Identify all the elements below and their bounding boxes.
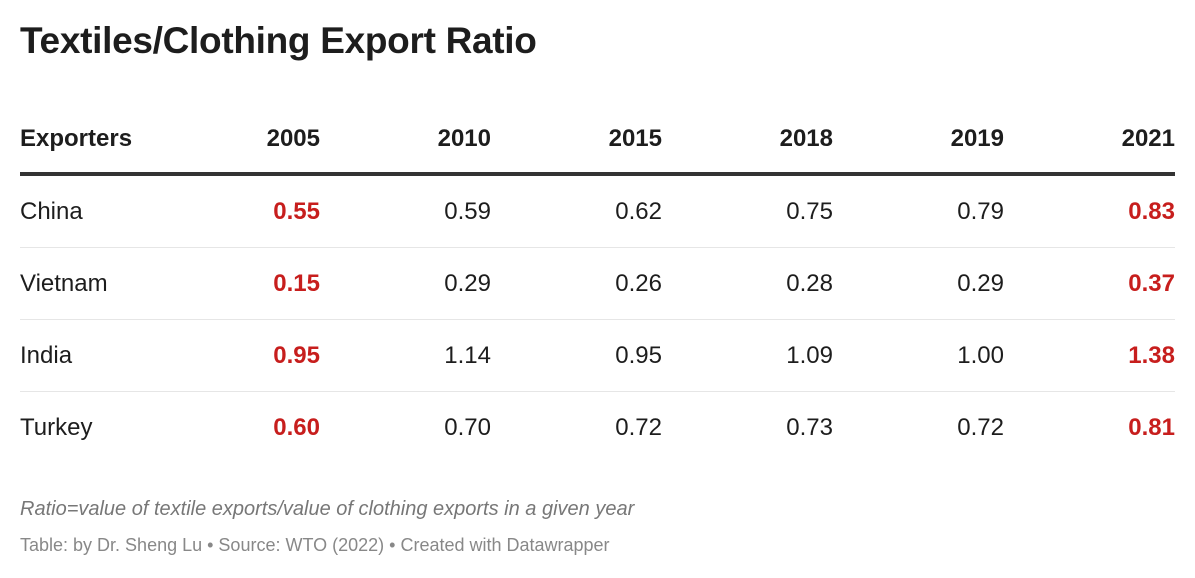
cell-value: 1.00 — [833, 319, 1004, 392]
cell-value: 0.29 — [833, 247, 1004, 320]
cell-value: 0.62 — [491, 174, 662, 248]
table-body: China 0.55 0.59 0.62 0.75 0.79 0.83 Vietnam 0.15… — [20, 174, 1175, 463]
footnote: Ratio=value of textile exports/value of … — [20, 498, 635, 520]
row-label: India — [20, 319, 149, 392]
cell-value: 0.79 — [833, 174, 1004, 248]
table-row: India 0.95 1.14 0.95 1.09 1.00 1.38 — [20, 319, 1175, 392]
cell-value: 0.95 — [491, 319, 662, 392]
cell-value: 0.55 — [149, 174, 320, 248]
cell-value: 0.15 — [149, 247, 320, 320]
cell-value: 1.14 — [320, 319, 491, 392]
cell-value: 0.26 — [491, 247, 662, 320]
cell-value: 1.09 — [662, 319, 833, 392]
cell-value: 0.72 — [615, 413, 662, 441]
table-row: Turkey 0.60 0.70 0.72 0.73 0.72 0.81 — [20, 392, 1175, 464]
row-label: Turkey — [20, 413, 93, 441]
cell-value: 0.60 — [273, 413, 320, 441]
export-ratio-table: Exporters 2005 2010 2015 2018 2019 2021 China 0… — [20, 106, 1175, 463]
cell-value: 0.59 — [320, 174, 491, 248]
column-header-2005: 2005 — [149, 106, 320, 176]
column-header-2019: 2019 — [833, 106, 1004, 176]
header-row: Exporters 2005 2010 2015 2018 2019 2021 — [20, 106, 1175, 176]
row-label: China — [20, 174, 149, 248]
cell-value: 1.38 — [1004, 319, 1175, 392]
column-header-exporters: Exporters — [20, 106, 149, 176]
cell-value: 0.73 — [786, 413, 833, 441]
column-header-2015: 2015 — [491, 106, 662, 176]
cell-value: 0.72 — [957, 413, 1004, 441]
cell-value: 0.95 — [149, 319, 320, 392]
cell-value: 0.83 — [1004, 174, 1175, 248]
table-row: China 0.55 0.59 0.62 0.75 0.79 0.83 — [20, 174, 1175, 248]
table-row: Vietnam 0.15 0.29 0.26 0.28 0.29 0.37 — [20, 247, 1175, 320]
cell-value: 0.70 — [444, 413, 491, 441]
table-title: Textiles/Clothing Export Ratio — [20, 20, 537, 61]
cell-value: 0.28 — [662, 247, 833, 320]
cell-value: 0.75 — [662, 174, 833, 248]
column-header-2021: 2021 — [1004, 106, 1175, 176]
column-header-2010: 2010 — [320, 106, 491, 176]
row-label: Vietnam — [20, 247, 149, 320]
cell-value: 0.81 — [1128, 413, 1175, 441]
source-line: Table: by Dr. Sheng Lu • Source: WTO (20… — [20, 535, 610, 555]
cell-value: 0.37 — [1004, 247, 1175, 320]
cell-value: 0.29 — [320, 247, 491, 320]
column-header-2018: 2018 — [662, 106, 833, 176]
